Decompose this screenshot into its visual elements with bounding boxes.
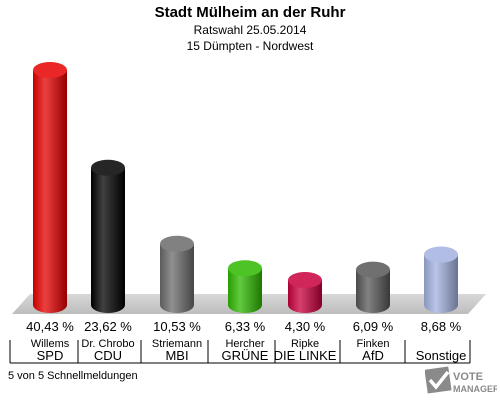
value-label: 40,43 %: [26, 319, 74, 334]
candidate-label: Finken: [356, 338, 389, 350]
value-label: 10,53 %: [153, 319, 201, 334]
party-label: Sonstige: [416, 348, 467, 363]
candidate-label: Striemann: [152, 338, 202, 350]
bar-cdu: [91, 159, 125, 313]
party-label: CDU: [94, 348, 122, 363]
bar-die-linke: [288, 272, 322, 313]
election-subtitle: Ratswahl 25.05.2014: [193, 23, 307, 37]
party-label: GRÜNE: [222, 348, 269, 363]
chart-title: Stadt Mülheim an der Ruhr: [154, 4, 346, 21]
value-label: 6,33 %: [225, 319, 266, 334]
value-label: 6,09 %: [353, 319, 394, 334]
bar-sonstige: [424, 246, 458, 313]
bar-gr-ne: [228, 260, 262, 313]
candidate-label: Dr. Chrobo: [81, 338, 134, 350]
candidate-label: Hercher: [225, 338, 264, 350]
bar-afd: [356, 261, 390, 313]
vote-manager-logo: VOTE MANAGER: [425, 366, 497, 394]
party-label: SPD: [37, 348, 64, 363]
party-label: DIE LINKE: [274, 348, 337, 363]
status-text: 5 von 5 Schnellmeldungen: [8, 370, 138, 382]
value-label: 4,30 %: [285, 319, 326, 334]
party-label: AfD: [362, 348, 384, 363]
bar-mbi: [160, 235, 194, 313]
bar-spd: [33, 62, 67, 313]
checkmark-icon: [425, 366, 452, 394]
candidate-label: Ripke: [291, 338, 319, 350]
logo-text-manager: MANAGER: [453, 384, 497, 394]
party-label: MBI: [165, 348, 188, 363]
logo-text-vote: VOTE: [453, 371, 483, 383]
value-label: 8,68 %: [421, 319, 462, 334]
district-subtitle: 15 Dümpten - Nordwest: [186, 39, 314, 53]
value-label: 23,62 %: [84, 319, 132, 334]
candidate-label: Willems: [31, 338, 70, 350]
